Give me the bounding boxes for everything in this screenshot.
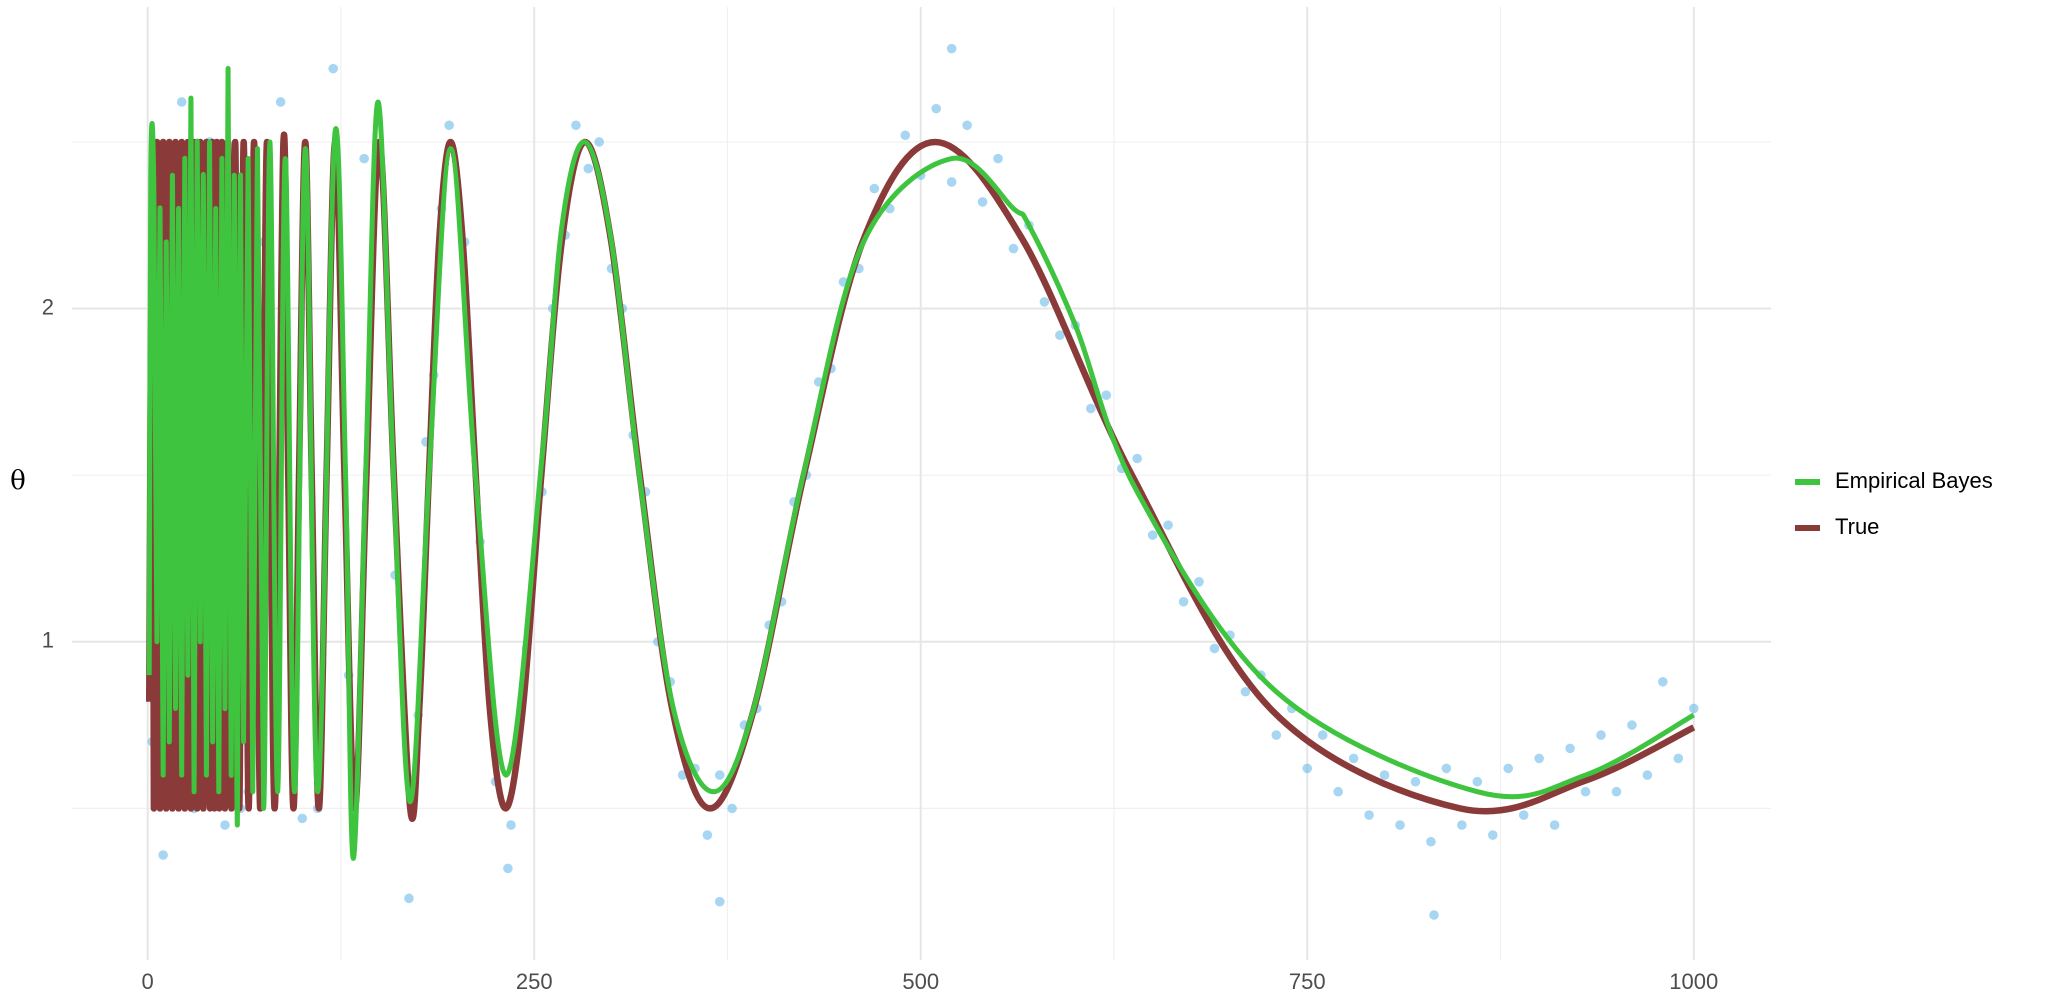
data-point [931, 103, 941, 114]
data-point [583, 163, 594, 174]
data-point [977, 197, 988, 207]
data-point [1333, 786, 1343, 797]
data-point [900, 130, 911, 141]
grid [72, 7, 1771, 960]
line [146, 66, 1695, 861]
data-point [1395, 820, 1405, 830]
data-point [993, 153, 1003, 164]
data-point [1271, 730, 1282, 740]
data-point [176, 97, 187, 107]
data-point [1426, 836, 1436, 847]
data-point [946, 43, 957, 54]
x-tick-label: 750 [1289, 969, 1326, 994]
x-tick-label: 0 [142, 969, 154, 994]
data-point [1147, 530, 1158, 540]
data-point [1317, 730, 1328, 740]
data-point [1039, 297, 1050, 307]
data-point [1642, 770, 1653, 780]
y-tick-label: 1 [42, 628, 54, 653]
data-point [503, 863, 513, 874]
data-point [275, 97, 286, 107]
data-point [506, 820, 516, 830]
data-point [1549, 820, 1560, 830]
y-axis-label: θ [10, 466, 26, 496]
data-point [702, 830, 713, 840]
data-point [1518, 810, 1529, 820]
legend-label: True [1835, 514, 1879, 539]
data-point [158, 850, 168, 860]
data-point [1364, 810, 1374, 820]
data-point [1611, 786, 1622, 797]
data-point [1596, 730, 1606, 740]
data-point [1503, 763, 1514, 774]
data-point [1472, 776, 1483, 787]
data-point [594, 137, 604, 147]
data-point [1302, 763, 1313, 774]
data-point [946, 177, 957, 187]
data-point [220, 820, 230, 830]
data-point [962, 120, 972, 131]
plot-area [145, 43, 1699, 920]
data-point [571, 120, 581, 131]
legend: Empirical Bayes True [1795, 468, 1993, 539]
data-point [1441, 763, 1452, 774]
data-point [1209, 643, 1220, 654]
data-point [1132, 453, 1142, 464]
data-point [1580, 786, 1591, 797]
data-point [1429, 910, 1439, 920]
data-point [714, 770, 725, 780]
data-point [1194, 576, 1204, 587]
data-point [328, 63, 339, 74]
data-point [297, 813, 308, 824]
data-point [1055, 330, 1065, 341]
data-point [1673, 753, 1684, 764]
data-point [1101, 390, 1112, 400]
x-tick-label: 250 [516, 969, 553, 994]
data-point [1008, 243, 1019, 254]
data-point [1348, 753, 1359, 764]
legend-label: Empirical Bayes [1835, 468, 1993, 493]
data-point [359, 153, 369, 164]
data-point [1240, 686, 1251, 697]
data-point [714, 896, 725, 907]
data-point [444, 120, 454, 131]
data-point [1565, 743, 1575, 754]
data-point [1379, 770, 1390, 780]
data-point [404, 893, 414, 904]
data-point [1410, 776, 1421, 787]
data-point [869, 183, 880, 194]
data-point [1163, 520, 1173, 530]
data-point [727, 803, 737, 814]
x-tick-label: 500 [902, 969, 939, 994]
data-point [1178, 596, 1189, 607]
data-point [1534, 753, 1544, 764]
data-point [1658, 676, 1668, 687]
x-tick-label: 1000 [1669, 969, 1718, 994]
data-point [1688, 703, 1699, 714]
data-point [1085, 403, 1096, 414]
data-point [1487, 830, 1498, 840]
y-tick-label: 2 [42, 294, 54, 319]
data-point [1457, 820, 1467, 830]
axes: 0 250 500 750 1000 1 2 [42, 294, 1718, 993]
data-point [1627, 720, 1637, 730]
